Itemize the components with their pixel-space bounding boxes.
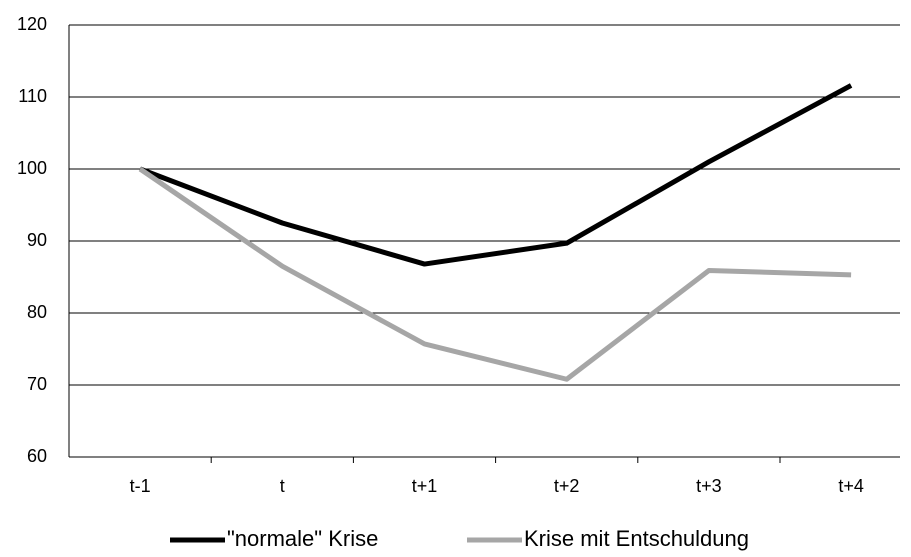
y-tick-label: 110 bbox=[18, 86, 47, 106]
y-tick-label: 60 bbox=[27, 446, 47, 466]
x-tick-label: t+2 bbox=[554, 476, 580, 496]
y-tick-label: 80 bbox=[27, 302, 47, 322]
x-tick-label: t+1 bbox=[412, 476, 438, 496]
y-tick-label: 70 bbox=[27, 374, 47, 394]
y-tick-label: 90 bbox=[27, 230, 47, 250]
legend-label: "normale" Krise bbox=[227, 526, 378, 551]
legend-label: Krise mit Entschuldung bbox=[524, 526, 749, 551]
y-tick-label: 100 bbox=[17, 158, 47, 178]
y-tick-label: 120 bbox=[17, 14, 47, 34]
x-tick-label: t-1 bbox=[130, 476, 151, 496]
series-line bbox=[139, 83, 853, 267]
x-tick-label: t bbox=[280, 476, 285, 496]
x-tick-label: t+3 bbox=[696, 476, 722, 496]
series-line bbox=[138, 166, 852, 382]
x-tick-label: t+4 bbox=[838, 476, 864, 496]
